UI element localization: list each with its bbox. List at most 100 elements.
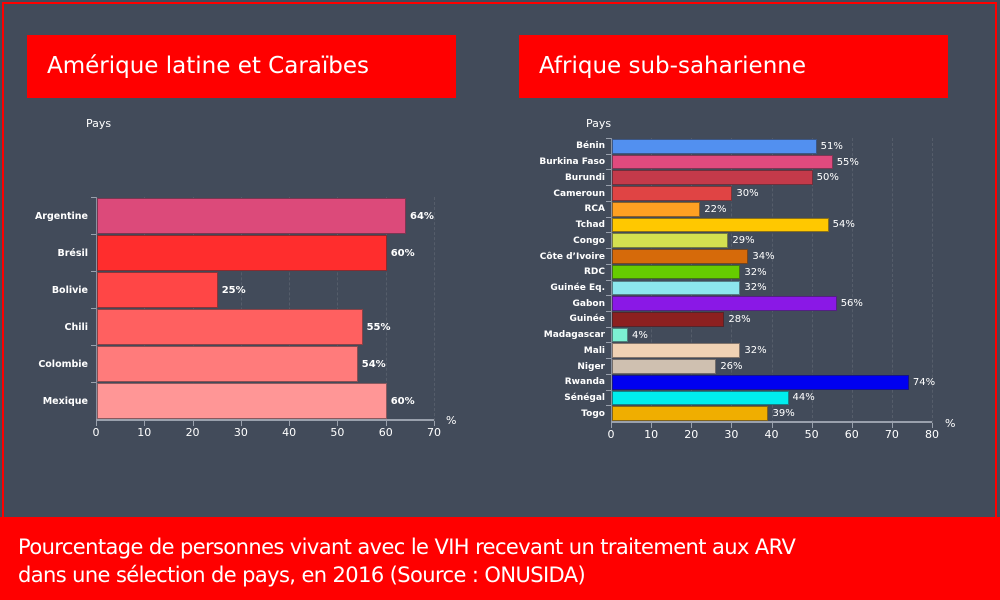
y-tick-mark xyxy=(91,345,96,346)
y-axis xyxy=(611,138,612,423)
bar-chili[interactable] xyxy=(97,309,363,345)
value-label: 25% xyxy=(221,284,246,296)
value-label: 55% xyxy=(366,321,391,333)
value-label: 44% xyxy=(792,392,815,404)
category-label: Colombie xyxy=(38,358,88,370)
x-tick-mark xyxy=(811,423,813,428)
bar-rdc[interactable] xyxy=(612,264,741,280)
bar-b-nin[interactable] xyxy=(612,139,817,154)
right-y-axis-title: Pays xyxy=(586,117,612,130)
x-tick-mark xyxy=(731,423,733,428)
category-label: Guinée Eq. xyxy=(550,282,605,293)
bar-congo[interactable] xyxy=(612,233,729,249)
x-tick-mark xyxy=(651,423,653,428)
x-tick-label: 50 xyxy=(330,426,345,439)
bar-niger[interactable] xyxy=(612,359,717,374)
gridline xyxy=(891,138,893,423)
x-axis xyxy=(96,419,434,421)
x-tick-label: 20 xyxy=(684,428,699,441)
left-panel-title: Amérique latine et Caraïbes xyxy=(27,35,456,98)
bar-gabon[interactable] xyxy=(612,296,837,311)
value-label: 64% xyxy=(410,210,434,222)
value-label: 51% xyxy=(820,140,843,152)
category-label: Brésil xyxy=(57,247,88,259)
y-tick-mark xyxy=(606,310,611,312)
category-label: Mexique xyxy=(42,395,88,407)
x-tick-label: 50 xyxy=(804,428,819,441)
bar-guin-e-eq-[interactable] xyxy=(612,280,741,296)
y-tick-mark xyxy=(606,326,611,328)
bar-togo[interactable] xyxy=(612,406,769,421)
category-label: Bolivie xyxy=(51,284,88,296)
value-label: 32% xyxy=(744,266,767,278)
left-x-unit: % xyxy=(446,414,457,427)
right-x-unit: % xyxy=(945,417,956,430)
bar-guin-e[interactable] xyxy=(612,311,725,327)
right-bar-chart: 0 10 20 30 40 50 60 70 80 51% Bénin 55% Burkina Faso… xyxy=(539,138,939,441)
category-label: Rwanda xyxy=(564,377,605,388)
value-label: 56% xyxy=(840,298,863,310)
y-tick-mark xyxy=(606,389,611,391)
y-tick-mark xyxy=(606,358,611,360)
value-label: 60% xyxy=(390,247,415,259)
x-tick-mark xyxy=(192,421,194,426)
bar-bolivie[interactable] xyxy=(97,272,218,308)
y-tick-mark xyxy=(606,405,611,407)
x-tick-label: 0 xyxy=(607,428,615,441)
value-label: 29% xyxy=(732,235,755,247)
gridline xyxy=(771,138,773,423)
bar-c-te-d-ivoire[interactable] xyxy=(612,249,749,264)
y-tick-mark xyxy=(606,295,611,297)
x-tick-mark xyxy=(851,423,853,428)
y-tick-mark xyxy=(606,216,611,218)
gridline xyxy=(811,138,813,423)
x-tick-label: 20 xyxy=(185,426,200,439)
y-tick-mark xyxy=(606,263,611,265)
y-axis xyxy=(96,197,97,421)
left-y-axis-title: Pays xyxy=(86,117,112,130)
bar-rwanda[interactable] xyxy=(612,374,909,390)
y-tick-mark xyxy=(91,382,96,383)
right-panel-title: Afrique sub-saharienne xyxy=(519,35,948,98)
value-label: 32% xyxy=(744,345,767,357)
y-tick-mark xyxy=(606,153,611,155)
x-tick-mark xyxy=(771,423,773,428)
category-label: Madagascar xyxy=(543,330,605,341)
value-label: 22% xyxy=(704,203,727,215)
y-tick-mark xyxy=(606,185,611,187)
bar-madagascar[interactable] xyxy=(612,327,629,343)
bar-tchad[interactable] xyxy=(612,217,829,233)
bar-colombie[interactable] xyxy=(97,346,358,382)
x-tick-label: 40 xyxy=(282,426,297,439)
x-tick-mark xyxy=(240,421,242,426)
y-tick-mark xyxy=(606,169,611,171)
value-label: 26% xyxy=(720,360,743,372)
bar-mexique[interactable] xyxy=(97,383,387,419)
x-tick-label: 70 xyxy=(427,426,441,439)
x-tick-mark xyxy=(289,421,291,426)
gridline xyxy=(434,197,435,421)
value-label: 60% xyxy=(390,395,415,407)
y-tick-mark xyxy=(91,197,96,198)
category-label: Argentine xyxy=(34,210,88,222)
bar-br-sil[interactable] xyxy=(97,235,387,271)
bar-s-n-gal[interactable] xyxy=(612,390,789,406)
x-tick-label: 40 xyxy=(764,428,779,441)
category-label: Tchad xyxy=(575,220,605,231)
y-tick-mark xyxy=(606,342,611,344)
bar-burkina-faso[interactable] xyxy=(612,154,833,170)
x-tick-mark xyxy=(385,421,387,426)
y-tick-mark xyxy=(606,248,611,250)
bar-rca[interactable] xyxy=(612,201,701,217)
bar-burundi[interactable] xyxy=(612,170,813,186)
bar-cameroun[interactable] xyxy=(612,186,733,201)
bar-mali[interactable] xyxy=(612,343,741,359)
y-tick-mark xyxy=(606,138,611,139)
x-tick-label: 10 xyxy=(137,426,152,439)
category-label: Sénégal xyxy=(564,393,605,404)
value-label: 39% xyxy=(772,408,795,420)
bar-argentine[interactable] xyxy=(97,198,407,234)
value-label: 54% xyxy=(832,219,855,231)
y-tick-mark xyxy=(91,308,96,309)
